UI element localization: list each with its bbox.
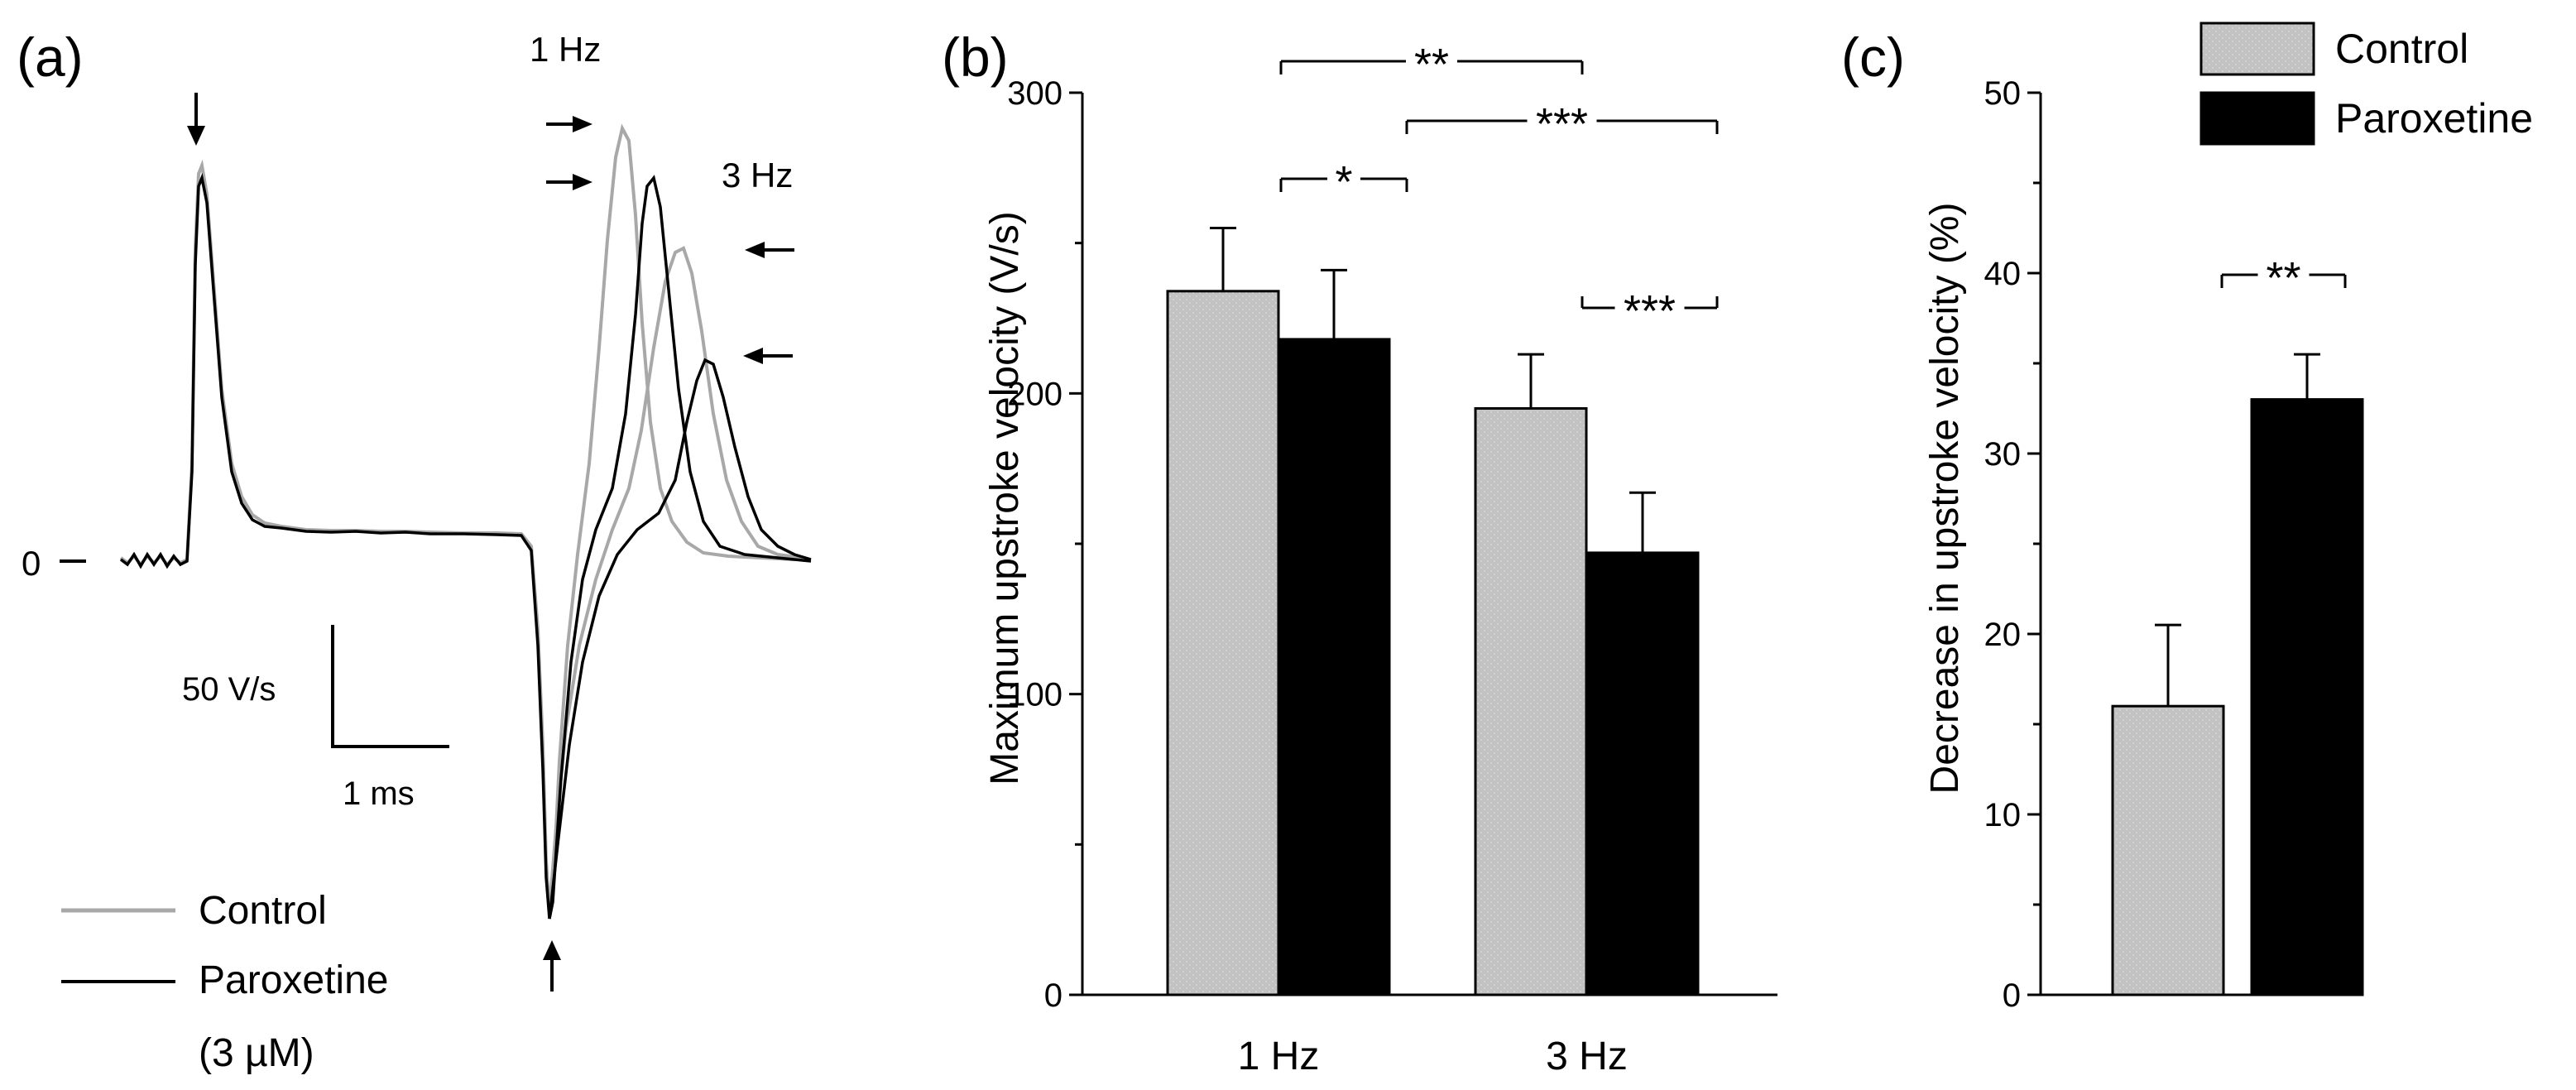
- zero-label: 0: [22, 544, 41, 583]
- y-tick-label: 30: [1984, 436, 2022, 473]
- arrow-down-icon: [187, 93, 205, 146]
- arrow-right-icon: [546, 116, 592, 132]
- y-tick-label: 200: [1007, 376, 1063, 412]
- y-axis-label: Maximum upstroke velocity (V/s): [983, 211, 1027, 785]
- panel-a-label: (a): [17, 26, 84, 88]
- y-tick-label: 300: [1007, 75, 1063, 112]
- legend-paroxetine-label: Paroxetine: [199, 958, 388, 1002]
- x-tick-label: 1 Hz: [1238, 1035, 1320, 1078]
- sig-bracket-label: ***: [1536, 99, 1588, 149]
- sig-bracket-label: **: [2266, 253, 2300, 303]
- bar-paroxetine: [2250, 398, 2364, 996]
- bar-control-1: [1474, 407, 1588, 996]
- scale-y-label: 50 V/s: [182, 671, 276, 708]
- arrow-left-icon: [743, 348, 793, 364]
- panel-c-label: (c): [1841, 26, 1905, 88]
- legend-control-swatch: [2199, 22, 2315, 76]
- paroxetine-trace-3hz: [548, 358, 812, 920]
- bar-paroxetine-0: [1277, 338, 1391, 996]
- legend-paroxetine-swatch: [2199, 91, 2315, 146]
- bar-paroxetine-1: [1585, 551, 1700, 996]
- scale-x-label: 1 ms: [343, 775, 415, 812]
- legend-paroxetine-label: Paroxetine: [2335, 95, 2533, 142]
- panel-b-label: (b): [942, 26, 1009, 88]
- y-tick-label: 0: [1044, 977, 1063, 1014]
- arrow-left-icon: [745, 242, 794, 258]
- paroxetine-trace-1hz: [119, 172, 812, 920]
- panel-a: (a) 0 1 Hz 3 Hz: [17, 26, 812, 1075]
- control-trace-1hz: [119, 123, 795, 911]
- bar-control-0: [1166, 290, 1280, 996]
- bar-control: [2111, 704, 2225, 996]
- y-axis-label: Decrease in upstroke velocity (%): [1923, 203, 1967, 795]
- label-1hz: 1 Hz: [530, 30, 601, 69]
- sig-bracket-label: ***: [1624, 286, 1676, 336]
- legend-control-label: Control: [2335, 26, 2468, 72]
- sig-bracket-label: *: [1335, 157, 1352, 207]
- label-3hz: 3 Hz: [722, 156, 793, 194]
- control-trace-3hz: [548, 246, 804, 911]
- scale-bar: [331, 625, 449, 748]
- legend-control-label: Control: [199, 889, 327, 933]
- sig-bracket-label: **: [1414, 40, 1449, 89]
- panel-c: (c) Decrease in upstroke velocity (%) 0 1…: [1841, 22, 2533, 1014]
- y-tick-label: 100: [1007, 677, 1063, 713]
- arrow-up-icon: [543, 940, 561, 992]
- panel-b: (b) Maximum upstroke velocity (V/s) 0 100…: [942, 26, 1777, 1078]
- arrow-right-icon: [546, 174, 592, 190]
- y-tick-label: 40: [1984, 256, 2022, 292]
- y-tick-label: 50: [1984, 75, 2022, 112]
- y-tick-label: 20: [1984, 617, 2022, 653]
- x-tick-label: 3 Hz: [1546, 1035, 1628, 1078]
- legend-concentration: (3 µM): [199, 1031, 314, 1075]
- y-tick-label: 0: [2003, 977, 2021, 1014]
- y-tick-label: 10: [1984, 797, 2022, 833]
